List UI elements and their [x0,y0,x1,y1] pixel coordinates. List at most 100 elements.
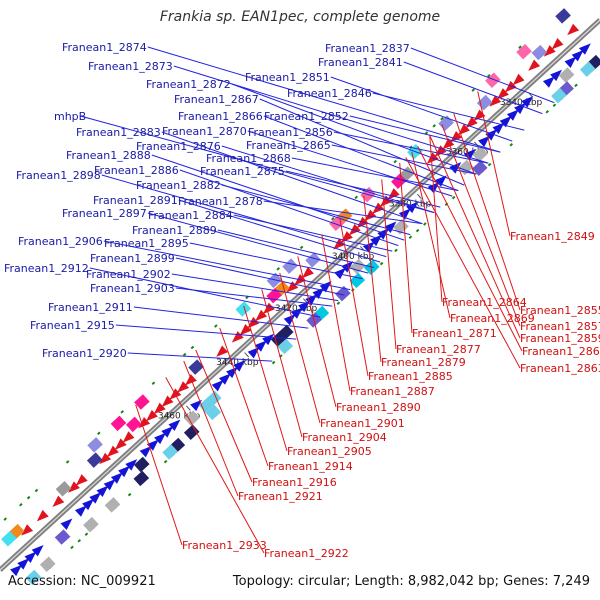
tick-label: 3340 kbp [500,98,543,108]
reverse-rna-mark [432,124,437,128]
forward-gene-label: Franean1_2891 [93,194,178,207]
reverse-gene-arrow [106,445,119,457]
forward-leader-line [147,212,369,274]
forward-leader-line [175,257,345,296]
forward-rna-mark [487,162,492,167]
forward-leader-line [89,267,321,318]
forward-gene-box [558,67,575,83]
reverse-leader-line [399,162,413,334]
reverse-gene-arrow [255,309,268,322]
forward-leader-line [263,200,423,225]
reverse-gene-arrow [21,524,34,536]
forward-gene-arrow [384,221,397,233]
forward-gene-box [349,272,366,289]
forward-gene-arrow [398,208,411,220]
reverse-gene-label: Franean1_2922 [264,547,349,560]
tick-label: 3440 kbp [216,358,259,368]
forward-gene-box [270,331,287,347]
reverse-rna-mark [518,45,522,49]
reverse-gene-box [86,452,103,468]
forward-gene-arrow [60,518,73,530]
forward-leader-line [175,287,333,307]
forward-leader-line [285,170,441,208]
forward-gene-label: Franean1_2899 [90,252,175,265]
forward-rna-mark [444,202,449,206]
forward-leader-line [171,273,339,302]
forward-leader-line [372,92,525,131]
reverse-gene-label: Franean1_2890 [336,401,421,414]
reverse-leader-line [183,360,239,497]
tick-label: 3400 kbp [332,252,375,262]
reverse-rna-mark [120,410,125,414]
forward-gene-label: Franean1_2868 [206,152,291,165]
forward-leader-line [217,229,375,269]
reverse-gene-arrow [161,395,174,407]
forward-rna-mark [574,83,578,88]
forward-rna-mark [451,195,456,200]
forward-leader-line [330,76,513,142]
forward-gene-label: Franean1_2886 [94,164,179,177]
reverse-leader-line [363,195,382,363]
forward-leader-line [349,115,501,153]
reverse-gene-box [266,287,282,304]
forward-gene-label: Franean1_2878 [178,195,263,208]
reverse-gene-box [485,72,501,88]
forward-gene-box [184,410,200,427]
forward-leader-line [291,157,459,192]
forward-gene-label: Franean1_2870 [162,125,247,138]
forward-rna-mark [271,360,276,365]
forward-gene-arrow [521,96,534,108]
forward-gene-arrow [218,373,231,385]
reverse-gene-arrow [99,452,112,465]
reverse-leader-line [219,327,269,467]
forward-gene-arrow [492,122,505,134]
forward-gene-arrow [550,69,563,82]
forward-gene-arrow [262,333,275,346]
forward-leader-line [221,145,435,214]
forward-gene-arrow [154,432,167,445]
forward-leader-line [147,46,501,153]
forward-leader-line [403,61,543,115]
reverse-gene-label: Franean1_2879 [381,356,466,369]
reverse-gene-label: Franean1_2916 [252,476,337,489]
reverse-rna-mark [3,517,8,521]
forward-gene-arrow [10,564,23,577]
forward-gene-label: Franean1_2897 [62,207,147,220]
forward-rna-mark [509,143,514,147]
forward-rna-mark [336,301,341,305]
forward-gene-label: Franean1_2873 [88,60,173,73]
forward-gene-arrow [485,129,498,141]
reverse-gene-arrow [122,431,135,443]
reverse-gene-arrow [457,123,470,136]
reverse-gene-box [188,359,204,375]
reverse-leader-line [195,349,253,483]
reverse-gene-label: Franean1_2871 [412,327,497,340]
forward-gene-arrow [449,162,462,174]
forward-leader-line [263,115,459,192]
forward-gene-arrow [89,492,102,504]
forward-gene-box [133,470,150,487]
forward-gene-label: Franean1_2866 [178,110,263,123]
reverse-leader-line [321,234,351,392]
reverse-leader-line [339,217,369,377]
forward-leader-line [178,199,381,263]
reverse-gene-label: Franean1_2921 [238,490,323,503]
reverse-leader-line [243,305,288,452]
forward-gene-label: Franean1_2872 [146,78,231,91]
reverse-leader-line [477,91,511,237]
forward-gene-label: Franean1_2875 [200,165,285,178]
reverse-gene-arrow [567,23,580,36]
reverse-rna-mark [440,116,444,121]
reverse-gene-arrow [442,138,455,150]
reverse-leader-line [417,146,523,352]
forward-leader-line [151,154,405,241]
forward-gene-label: Franean1_2851 [245,71,330,84]
reverse-gene-arrow [450,130,463,143]
forward-gene-arrow [161,426,174,438]
forward-gene-arrow [17,558,30,570]
reverse-gene-label: Franean1_2901 [320,417,405,430]
reverse-gene-arrow [36,509,49,522]
forward-gene-box [551,87,567,104]
forward-leader-line [410,47,555,104]
reverse-rna-mark [182,352,187,357]
